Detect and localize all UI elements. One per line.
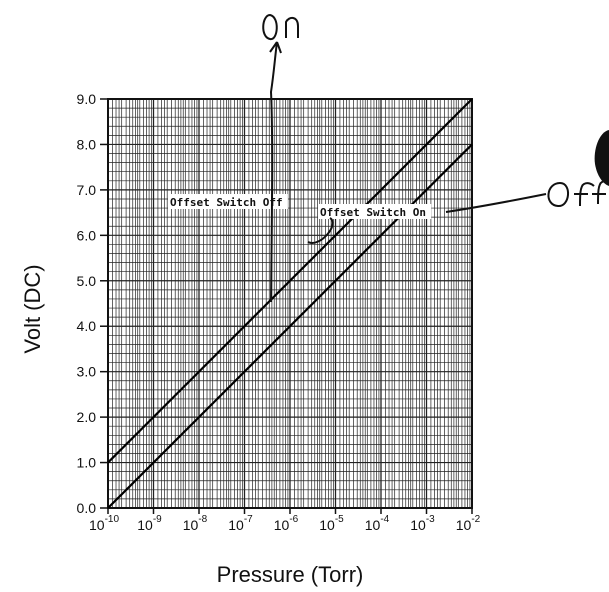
annotation-bg <box>168 194 288 209</box>
handwritten-off-mark <box>307 180 609 244</box>
y-tick-label: 5.0 <box>77 273 97 289</box>
x-tick-label: 10-5 <box>319 514 344 533</box>
handwritten-on-mark <box>262 13 299 303</box>
x-tick-label: 10-6 <box>274 514 299 533</box>
y-tick-label: 1.0 <box>77 455 97 471</box>
annotation-bg <box>318 204 432 219</box>
x-tick-label: 10-8 <box>183 514 208 533</box>
y-tick-label: 9.0 <box>77 91 97 107</box>
y-tick-label: 6.0 <box>77 227 97 243</box>
y-axis-title: Volt (DC) <box>20 264 45 353</box>
black-blob-mark <box>594 130 609 186</box>
annotation-label: Offset Switch Off <box>170 196 283 209</box>
y-tick-label: 3.0 <box>77 364 97 380</box>
x-tick-label: 10-4 <box>365 514 390 533</box>
x-tick-label: 10-10 <box>89 514 119 533</box>
y-tick-label: 0.0 <box>77 500 97 516</box>
x-tick-label: 10-7 <box>228 514 253 533</box>
y-tick-label: 8.0 <box>77 136 97 152</box>
y-tick-label: 2.0 <box>77 409 97 425</box>
x-tick-label: 10-3 <box>410 514 435 533</box>
y-tick-label: 4.0 <box>77 318 97 334</box>
x-tick-label: 10-9 <box>137 514 162 533</box>
x-tick-label: 10-2 <box>456 514 481 533</box>
x-axis-title: Pressure (Torr) <box>217 562 364 587</box>
series-line-0 <box>107 98 473 464</box>
axis-ticks: 0.0 1.0 2.0 3.0 4.0 5.0 6.0 7.0 8.0 9.0 10-10 10-9 1… <box>77 91 481 533</box>
y-tick-label: 7.0 <box>77 182 97 198</box>
annotations: Offset Switch Off Offset Switch On <box>168 194 432 219</box>
annotation-label: Offset Switch On <box>320 206 426 219</box>
grid <box>107 98 472 509</box>
